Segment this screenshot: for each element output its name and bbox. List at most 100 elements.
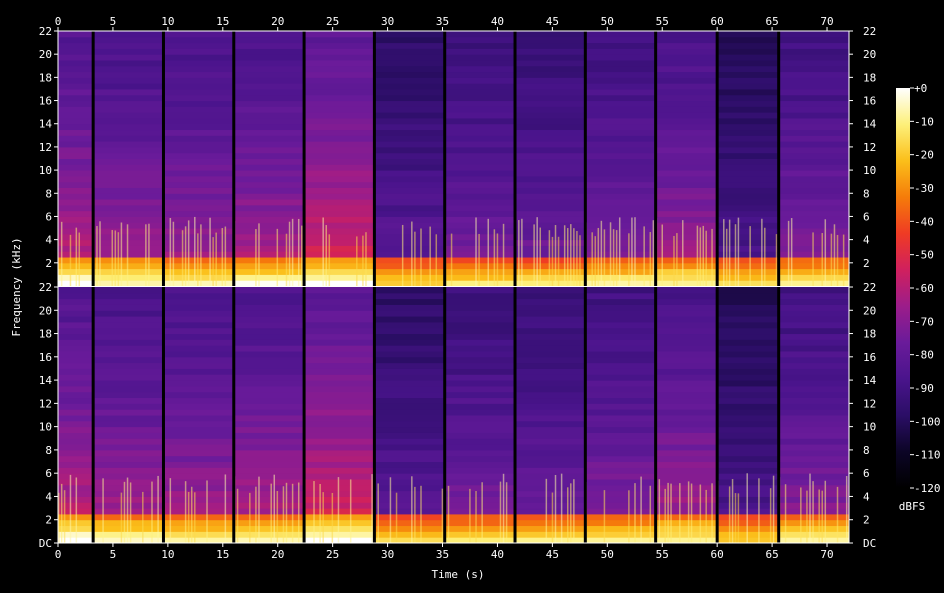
spectro-band — [717, 298, 779, 305]
spectro-band — [778, 513, 849, 521]
spectro-band — [233, 187, 305, 194]
spectro-band — [304, 368, 375, 375]
spectro-burst — [114, 230, 117, 286]
spectro-band — [163, 280, 234, 286]
y-tick-label: 18 — [863, 328, 876, 341]
spectro-burst — [649, 232, 652, 286]
spectro-burst — [649, 485, 652, 543]
spectro-band — [163, 537, 234, 543]
spectro-burst — [570, 483, 572, 543]
spectro-burst — [824, 219, 827, 286]
spectro-band — [655, 397, 718, 404]
spectro-burst — [705, 489, 707, 543]
spectro-band — [374, 181, 445, 188]
spectro-band — [444, 490, 516, 497]
segment-gap — [232, 287, 236, 543]
spectro-burst — [836, 486, 839, 543]
spectro-band — [444, 316, 516, 323]
spectro-band — [778, 71, 849, 78]
spectro-band — [444, 280, 516, 286]
spectro-band — [655, 164, 718, 171]
spectro-band — [585, 216, 656, 223]
spectro-band — [585, 54, 656, 61]
spectro-burst — [126, 477, 129, 543]
spectro-band — [717, 135, 779, 142]
spectro-band — [444, 484, 516, 492]
y-tick-label: 8 — [863, 444, 870, 457]
spectro-band — [58, 356, 94, 364]
spectro-burst — [148, 223, 150, 286]
spectro-band — [778, 397, 849, 404]
spectro-band — [58, 88, 94, 96]
y-tick-label: 2 — [45, 514, 52, 527]
spectro-band — [233, 251, 305, 258]
spectro-band — [778, 170, 849, 177]
spectro-band — [655, 403, 718, 410]
spectro-band — [778, 444, 849, 451]
spectro-burst — [566, 487, 569, 543]
y-tick-label: 22 — [39, 25, 52, 38]
y-tick-label: 14 — [863, 118, 877, 131]
spectro-band — [374, 152, 445, 159]
spectro-band — [655, 484, 718, 492]
spectro-band — [374, 280, 445, 286]
spectro-band — [655, 327, 718, 335]
spectro-band — [585, 59, 656, 67]
spectro-band — [655, 316, 718, 323]
spectro-band — [93, 310, 164, 317]
spectro-burst — [111, 230, 113, 286]
spectro-band — [93, 374, 164, 381]
spectro-band — [233, 228, 305, 235]
spectro-band — [233, 100, 305, 107]
spectro-band — [163, 479, 234, 486]
spectro-band — [163, 239, 234, 246]
spectro-band — [444, 181, 516, 188]
spectro-burst — [664, 488, 666, 543]
spectro-burst — [545, 478, 548, 543]
spectro-burst — [634, 217, 636, 286]
spectro-band — [444, 239, 516, 246]
spectro-band — [515, 409, 586, 416]
spectro-band — [374, 304, 445, 311]
spectro-band — [93, 170, 164, 177]
spectro-band — [93, 432, 164, 439]
spectro-band — [717, 65, 779, 73]
spectro-band — [93, 362, 164, 369]
spectro-band — [58, 175, 94, 183]
x-tick-label: 15 — [216, 548, 229, 561]
spectro-burst — [764, 227, 766, 286]
spectro-band — [778, 374, 849, 381]
spectro-band — [444, 438, 516, 445]
x-tick-label: 10 — [161, 15, 174, 28]
spectro-band — [585, 129, 656, 136]
y-tick-label: 6 — [863, 467, 870, 480]
spectro-band — [444, 199, 516, 206]
spectro-burst — [276, 490, 279, 543]
spectro-burst — [297, 482, 300, 543]
spectro-band — [655, 310, 718, 317]
spectro-band — [515, 175, 586, 183]
spectro-band — [233, 42, 305, 49]
spectro-band — [655, 158, 718, 165]
spectro-burst — [812, 481, 814, 543]
spectro-band — [515, 525, 586, 532]
spectro-band — [58, 59, 94, 67]
spectro-band — [585, 193, 656, 200]
x-tick-label: 55 — [656, 548, 669, 561]
y-tick-label: 14 — [39, 374, 53, 387]
spectro-burst — [69, 474, 72, 543]
spectro-band — [444, 187, 516, 194]
spectro-band — [304, 239, 375, 246]
spectro-band — [515, 490, 586, 497]
spectro-band — [374, 321, 445, 329]
spectro-band — [304, 374, 375, 381]
spectro-band — [585, 362, 656, 369]
spectro-band — [444, 245, 516, 252]
x-tick-label: 25 — [326, 548, 339, 561]
spectro-band — [515, 135, 586, 142]
spectro-band — [585, 455, 656, 463]
spectro-band — [304, 228, 375, 235]
spectro-band — [163, 374, 234, 381]
spectro-band — [515, 391, 586, 399]
spectro-band — [93, 292, 164, 300]
